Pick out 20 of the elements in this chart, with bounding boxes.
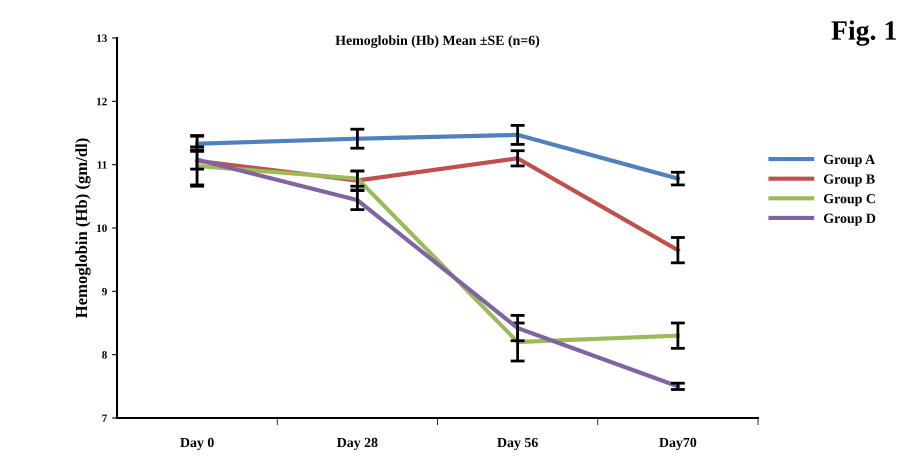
- line-series: [195, 132, 680, 181]
- caption: Fig. 1: [831, 20, 896, 46]
- y-axis-title: Hemoglobin (Hb) (gm/dl): [75, 138, 91, 318]
- y-tick-label: 11: [98, 161, 107, 169]
- chart-title: Hemoglobin (Hb) Mean ±SE (n=6): [335, 35, 540, 48]
- y-tick-label: 7: [102, 414, 108, 422]
- y-tick-label: 12: [97, 98, 107, 106]
- legend-label: Group B: [824, 174, 875, 187]
- x-tick-label: Day 56: [497, 438, 538, 450]
- legend-label: Group C: [824, 194, 875, 206]
- y-tick-label: 13: [97, 34, 107, 42]
- x-tick-label: Day 0: [180, 438, 214, 450]
- legend-label: Group D: [824, 214, 876, 226]
- y-tick-label: 9: [102, 288, 107, 296]
- x-tick-label: Day 28: [336, 438, 378, 450]
- y-tick-label: 10: [97, 224, 107, 232]
- line-series: [195, 158, 680, 388]
- x-tick-label: Day70: [659, 438, 696, 450]
- legend-label: Group A: [824, 154, 876, 167]
- y-tick-label: 8: [102, 351, 107, 359]
